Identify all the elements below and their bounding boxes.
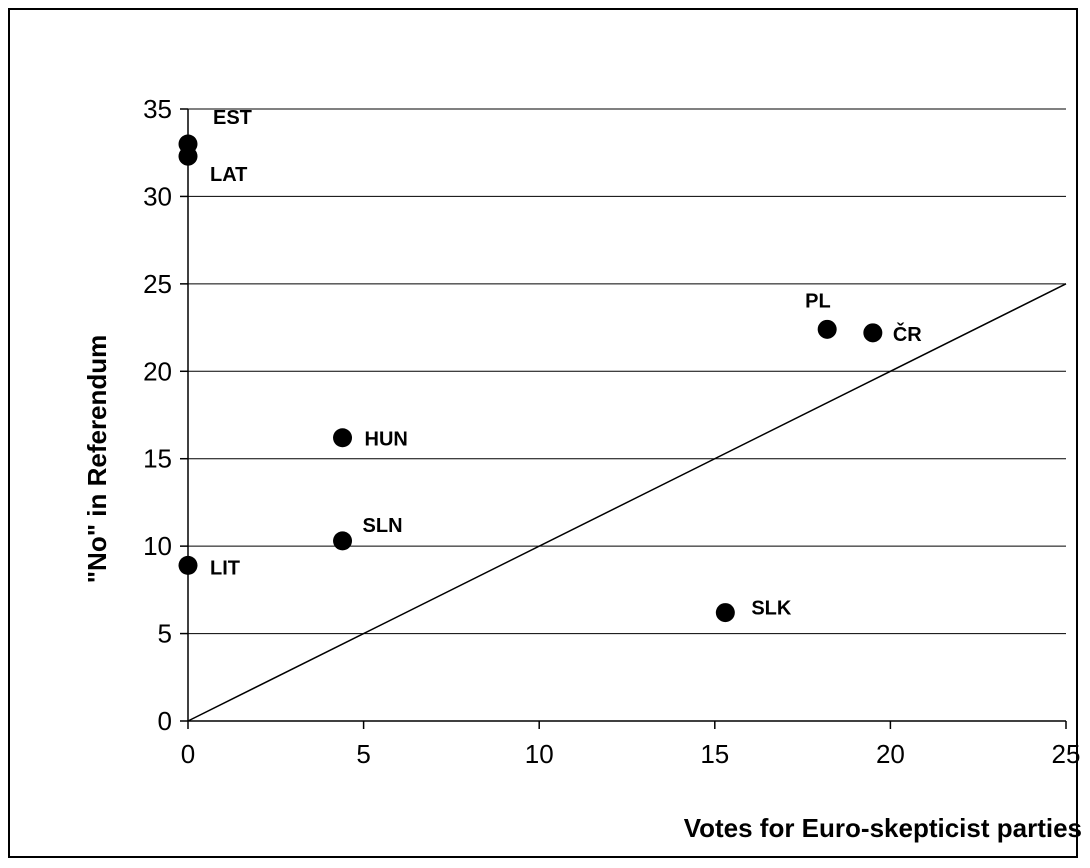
data-points: EST LAT LIT HUN SLN PL ČR SLK — [178, 107, 922, 623]
x-tick-labels: 0 5 10 15 20 25 — [181, 739, 1081, 769]
y-axis-title: "No" in Referendum — [82, 335, 112, 584]
data-point-sln — [333, 531, 353, 551]
point-label: PL — [805, 290, 831, 312]
point-label: LIT — [210, 557, 240, 579]
x-tick-label: 15 — [700, 739, 729, 769]
x-axis-title: Votes for Euro-skepticist parties — [684, 813, 1082, 843]
y-tick-label: 15 — [143, 444, 172, 474]
x-tick-label: 25 — [1052, 739, 1081, 769]
point-label: HUN — [365, 429, 408, 451]
point-label: ČR — [893, 322, 922, 346]
point-label: LAT — [210, 164, 247, 186]
x-tick-label: 0 — [181, 739, 195, 769]
y-tick-label: 30 — [143, 181, 172, 211]
data-point-čr — [863, 323, 883, 343]
y-tick-labels: 0 5 10 15 20 25 30 35 — [143, 94, 172, 736]
data-point-slk — [715, 603, 735, 623]
point-label: SLN — [363, 515, 403, 537]
reference-line — [187, 283, 1067, 722]
y-tick-label: 25 — [143, 269, 172, 299]
data-point-lat — [178, 146, 198, 166]
data-point-hun — [333, 428, 353, 448]
data-point-pl — [817, 319, 837, 339]
y-tick-label: 20 — [143, 356, 172, 386]
y-tick-label: 10 — [143, 531, 172, 561]
y-tick-label: 0 — [158, 706, 172, 736]
x-tick-label: 20 — [876, 739, 905, 769]
x-tick-label: 10 — [525, 739, 554, 769]
gridlines — [188, 108, 1066, 635]
data-point-lit — [178, 555, 198, 575]
x-tick-label: 5 — [356, 739, 370, 769]
reference-line-group — [187, 283, 1067, 722]
y-tick-label: 5 — [158, 619, 172, 649]
axes — [180, 108, 1067, 729]
point-label: SLK — [751, 598, 792, 620]
point-label: EST — [213, 107, 252, 129]
y-tick-label: 35 — [143, 94, 172, 124]
